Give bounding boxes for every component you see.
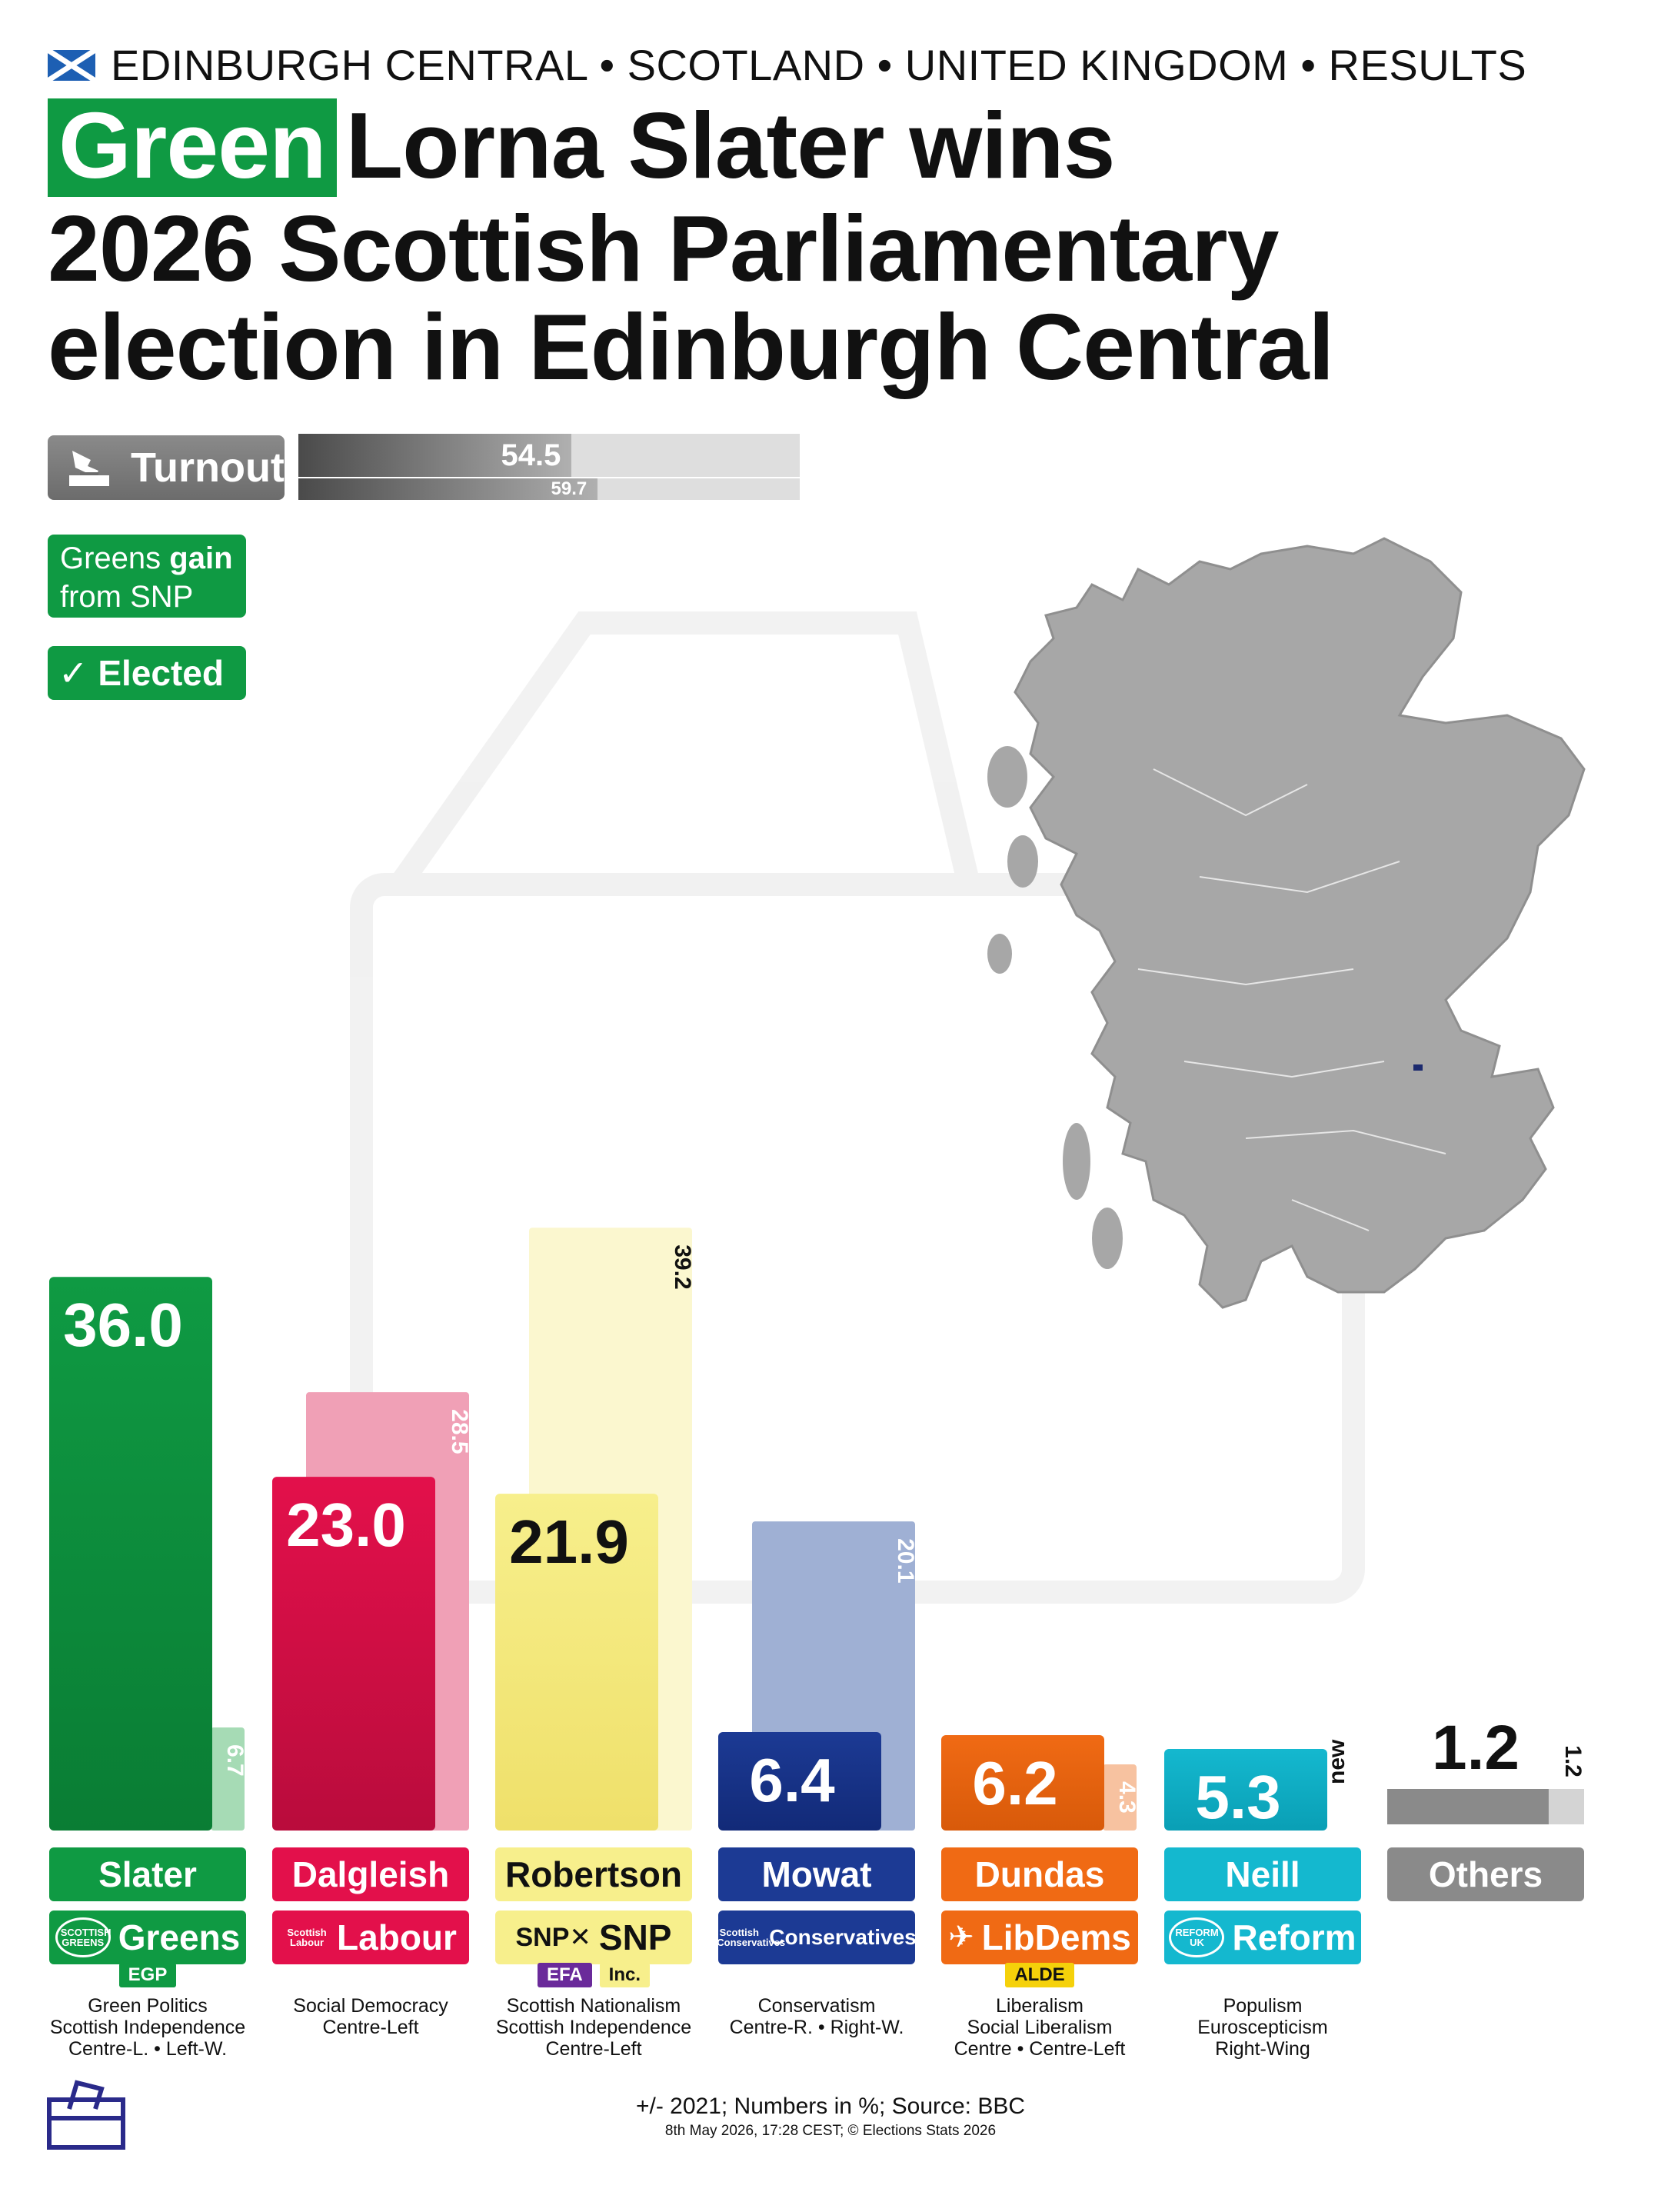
ballot-box-icon	[47, 2080, 125, 2150]
elected-badge: ✓ Elected	[48, 646, 246, 700]
prev-label-robertson: 39.2	[670, 1244, 695, 1289]
scotland-island-shape	[987, 934, 1012, 974]
prev-label-mowat: 20.1	[893, 1538, 918, 1583]
turnout-current-track: 54.5	[298, 434, 800, 477]
party-chip: Green	[48, 98, 337, 197]
party-name-snp: SNP✕ SNP	[495, 1911, 692, 1964]
party-name-libdems: ✈ LibDems	[941, 1911, 1138, 1964]
prev-label-dundas: 4.3	[1114, 1781, 1140, 1814]
footer-timestamp: 8th May 2026, 17:28 CEST; © Elections St…	[664, 2123, 997, 2139]
value-label-slater: 36.0	[63, 1291, 183, 1359]
candidate-name-robertson: Robertson	[495, 1847, 692, 1901]
party-logo-reform: REFORM UK	[1169, 1917, 1225, 1957]
gain-badge-from: from SNP	[60, 580, 194, 614]
others-bars: 1.2 1.2	[1387, 1713, 1586, 1824]
constituency-boundary	[1183, 1061, 1385, 1078]
prev-label-others: 1.2	[1560, 1745, 1586, 1777]
constituency-boundary	[1153, 768, 1308, 817]
turnout-current-value: 54.5	[501, 438, 561, 472]
header-location-text: EDINBURGH CENTRAL • SCOTLAND • UNITED KI…	[111, 41, 1527, 89]
party-logo-greens: SCOTTISH GREENS	[55, 1917, 111, 1957]
ideology-robertson: Scottish Nationalism Scottish Independenc…	[495, 1995, 692, 2060]
title-line-1: Green Lorna Slater wins	[48, 98, 1116, 197]
ideology-mowat: Conservatism Centre-R. • Right-W.	[729, 1995, 904, 2038]
value-label-others: 1.2	[1432, 1713, 1520, 1783]
gain-badge: Greens gain from SNP	[48, 535, 246, 618]
gain-badge-word: gain	[169, 541, 233, 575]
candidate-name-others: Others	[1387, 1847, 1584, 1901]
party-logo-libdems: ✈	[948, 1920, 974, 1954]
footer: +/- 2021; Numbers in %; Source: BBC 8th …	[0, 2094, 1661, 2140]
constituency-boundary	[1199, 861, 1400, 894]
ideology-neill: Populism Euroscepticism Right-Wing	[1197, 1995, 1328, 2060]
scotland-flag-icon	[48, 49, 95, 81]
value-label-dundas: 6.2	[972, 1749, 1057, 1817]
group-badge: ALDE	[1005, 1963, 1074, 1987]
turnout-current-bar: 54.5	[298, 434, 572, 477]
turnout-label: Turnout	[48, 435, 285, 500]
header-location: EDINBURGH CENTRAL • SCOTLAND • UNITED KI…	[48, 40, 1526, 90]
party-logo-snp: SNP✕	[515, 1922, 591, 1952]
scotland-mainland-shape	[1014, 537, 1586, 1309]
europarty-group-dundas: ALDE	[941, 1963, 1138, 1987]
constituency-boundary	[1137, 968, 1354, 986]
edinburgh-central-marker	[1413, 1064, 1423, 1071]
scotland-island-shape	[1092, 1208, 1123, 1269]
candidate-name-slater: Slater	[49, 1847, 246, 1901]
candidate-name-dalgleish: Dalgleish	[272, 1847, 469, 1901]
turnout-text: Turnout	[131, 445, 285, 491]
candidate-name-neill: Neill	[1164, 1847, 1361, 1901]
prev-label-dalgleish: 28.5	[447, 1409, 472, 1454]
constituency-boundary	[1245, 1129, 1446, 1154]
group-badge: Inc.	[599, 1963, 651, 1987]
bar-current-dalgleish	[272, 1477, 435, 1831]
bar-current-slater	[49, 1277, 212, 1831]
bar-current-neill	[1164, 1749, 1327, 1831]
party-name-greens: SCOTTISH GREENS Greens	[49, 1911, 246, 1964]
scotland-island-shape	[1063, 1123, 1090, 1200]
value-label-robertson: 21.9	[509, 1507, 629, 1576]
bar-current-mowat	[718, 1732, 881, 1831]
bar-current-dundas	[941, 1735, 1104, 1831]
party-name-labour: Scottish Labour Labour	[272, 1911, 469, 1964]
party-name-reform: REFORM UK Reform	[1164, 1911, 1361, 1964]
ideology-dundas: Liberalism Social Liberalism Centre • Cent…	[954, 1995, 1126, 2060]
scotland-constituency-map	[987, 537, 1586, 1309]
turnout-previous-track: 59.7	[298, 478, 800, 500]
europarty-group-slater: EGP	[49, 1963, 246, 1987]
bar-current-robertson	[495, 1494, 658, 1831]
title-text-1: Lorna Slater wins	[345, 93, 1116, 198]
candidate-name-dundas: Dundas	[941, 1847, 1138, 1901]
turnout-previous-value: 59.7	[551, 478, 588, 499]
value-label-mowat: 6.4	[749, 1746, 835, 1814]
title-line-3: election in Edinburgh Central	[48, 295, 1334, 399]
title-line-2: 2026 Scottish Parliamentary	[48, 196, 1279, 301]
candidate-name-mowat: Mowat	[718, 1847, 915, 1901]
footer-source: +/- 2021; Numbers in %; Source: BBC	[635, 2094, 1026, 2119]
ideology-slater: Green Politics Scottish Independence Centr…	[49, 1995, 246, 2060]
europarty-group-robertson: EFA Inc.	[495, 1963, 692, 1987]
prev-label-neill: new	[1324, 1739, 1350, 1784]
group-badge: EFA	[537, 1963, 592, 1987]
bar-previous-slater	[211, 1727, 245, 1831]
party-logo-labour: Scottish Labour	[287, 1927, 327, 1948]
ideology-dalgleish: Social Democracy Centre-Left	[293, 1995, 448, 2038]
bar-current-others	[1387, 1789, 1549, 1824]
value-label-dalgleish: 23.0	[286, 1491, 406, 1559]
bar-previous-dundas	[1103, 1764, 1137, 1831]
group-badge: EGP	[118, 1963, 177, 1987]
scotland-island-shape	[987, 746, 1027, 808]
gain-badge-party: Greens	[60, 541, 161, 575]
value-label-neill: 5.3	[1195, 1763, 1280, 1831]
constituency-boundary	[1291, 1199, 1370, 1231]
scotland-island-shape	[1007, 835, 1038, 888]
turnout-previous-bar: 59.7	[298, 478, 598, 500]
ballot-hand-icon	[69, 451, 109, 486]
party-logo-conservatives: Scottish Conservatives	[717, 1927, 786, 1948]
party-name-conservatives: Scottish Conservatives Conservatives	[717, 1911, 917, 1964]
prev-label-slater: 6.7	[222, 1744, 248, 1777]
